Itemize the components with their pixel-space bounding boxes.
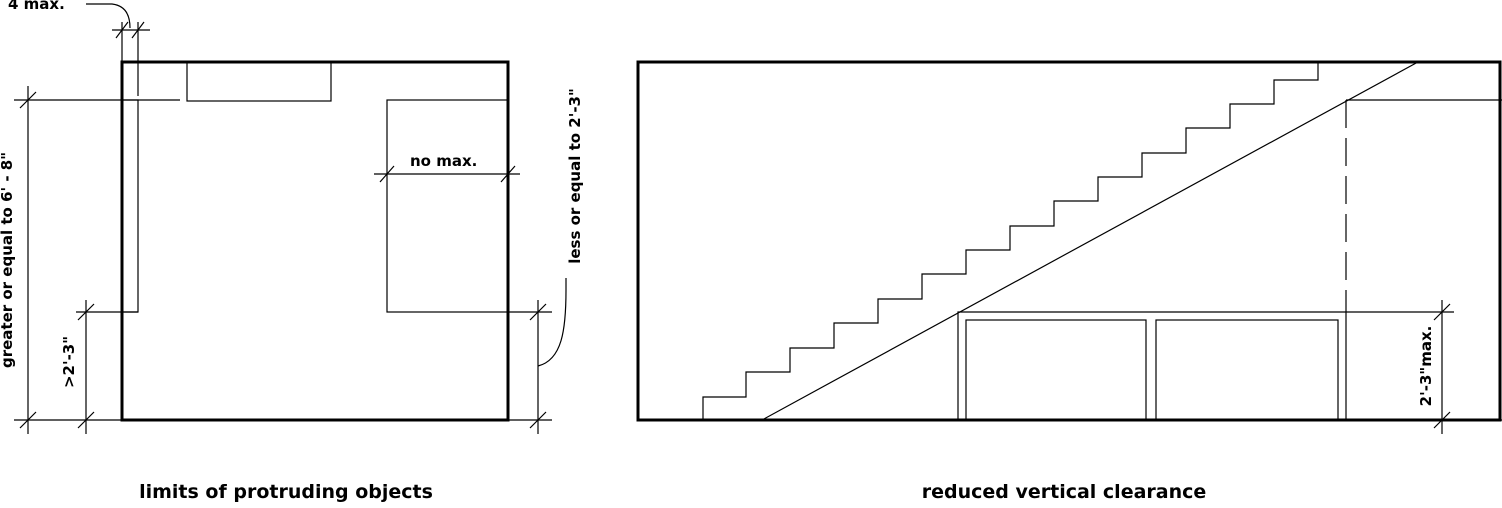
vertical-clearance-diagram: 2'-3"max. reduced vertical clearance	[636, 60, 1502, 503]
left-room-frame	[120, 60, 510, 422]
right-dimension-label: less or equal to 2'-3"	[566, 88, 584, 264]
cabinet-left-door	[965, 319, 1147, 421]
right-dimension-leader	[537, 278, 567, 367]
protruding-objects-diagram: 4 max. greater or equal to 6' - 8" >2'-3…	[0, 0, 584, 503]
side-protruding-object	[386, 99, 509, 313]
max-dimension-label: 2'-3"max.	[1417, 326, 1435, 407]
right-caption: reduced vertical clearance	[922, 481, 1207, 503]
storage-cabinet-outline	[957, 311, 1347, 420]
low-dimension-label: >2'-3"	[60, 336, 78, 388]
overhead-object	[186, 61, 332, 102]
staircase-profile	[702, 62, 1319, 420]
wall-mounted-post	[121, 99, 139, 313]
stair-soffit-line	[761, 61, 1419, 421]
cabinet-right-door	[1155, 319, 1339, 421]
height-dimension-label: greater or equal to 6' - 8"	[0, 152, 16, 368]
top-dimension-leader	[86, 3, 131, 29]
no-max-label: no max.	[410, 152, 477, 170]
left-caption: limits of protruding objects	[139, 481, 433, 503]
right-room-frame	[636, 60, 1502, 422]
top-dimension-label: 4 max.	[8, 0, 65, 13]
